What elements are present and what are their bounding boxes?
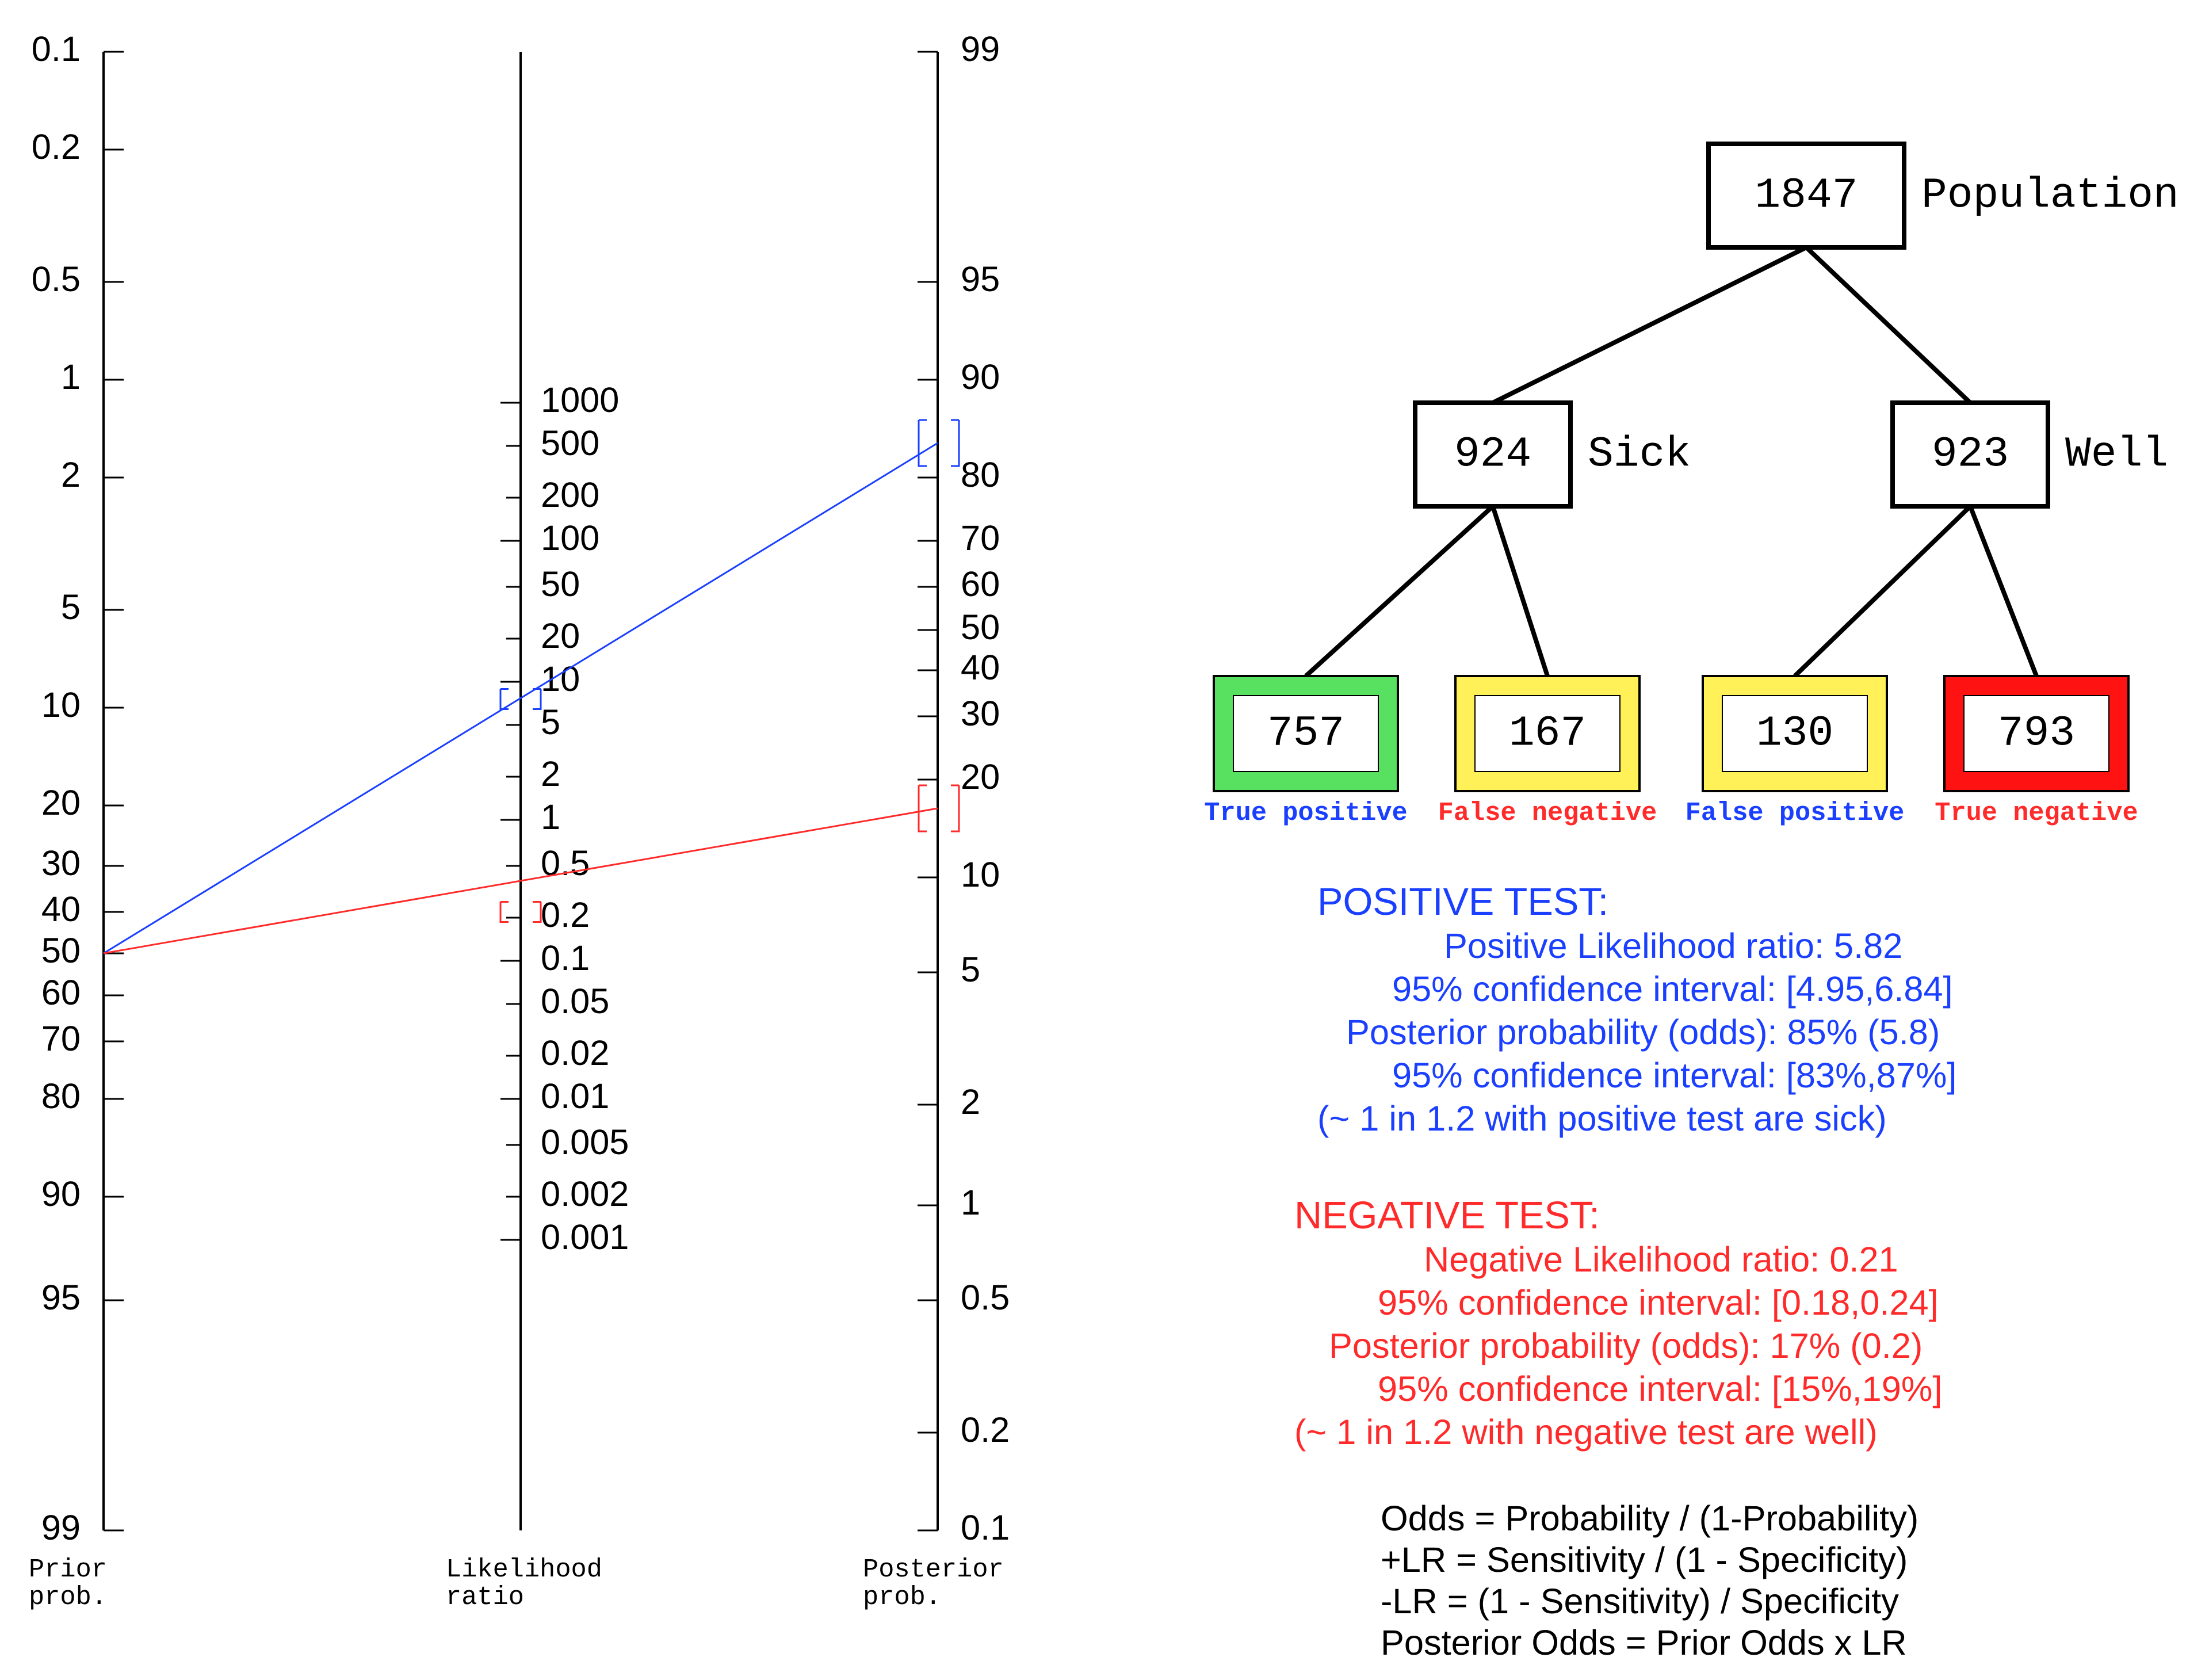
axis-tick-label: 2 [961, 1082, 980, 1121]
axis-tick-label: 5 [61, 587, 81, 627]
stats-line: 95% confidence interval: [4.95,6.84] [1392, 969, 1953, 1009]
tree-leaf-label: True negative [1935, 798, 2138, 828]
axis-tick-label: 2 [541, 754, 560, 793]
axis-tick-label: 50 [961, 607, 1000, 647]
axis-tick-label: 20 [541, 616, 580, 655]
axis-tick-label: 0.1 [32, 29, 81, 68]
tree-leaf-value: 130 [1756, 710, 1833, 758]
stats-line: Negative Likelihood ratio: 0.21 [1424, 1239, 1898, 1279]
axis-tick-label: 20 [41, 782, 81, 822]
axis-tick-label: 30 [961, 693, 1000, 733]
tree-leaf-label: False negative [1438, 798, 1657, 828]
axis-title: prob. [863, 1582, 941, 1612]
axis-tick-label: 20 [961, 757, 1000, 796]
axis-tick-label: 80 [41, 1076, 81, 1116]
axis-title: ratio [446, 1582, 524, 1612]
axis-tick-label: 0.001 [541, 1217, 629, 1257]
formula-line: -LR = (1 - Sensitivity) / Specificity [1381, 1581, 1899, 1621]
tree-node-label: Well [2065, 431, 2168, 479]
stats-line: 95% confidence interval: [15%,19%] [1378, 1369, 1942, 1408]
axis-tick-label: 0.2 [961, 1410, 1010, 1449]
stats-line: Positive Likelihood ratio: 5.82 [1444, 926, 1902, 965]
axis-tick-label: 1 [961, 1182, 980, 1222]
axis-tick-label: 80 [961, 455, 1000, 494]
tree-node-value: 923 [1932, 431, 2009, 479]
tree-node-value: 1847 [1755, 172, 1858, 220]
tree-node-label: Population [1921, 172, 2179, 220]
axis-tick-label: 70 [961, 518, 1000, 558]
axis-tick-label: 0.1 [961, 1507, 1010, 1547]
axis-tick-label: 5 [541, 702, 560, 742]
axis-tick-label: 10 [961, 854, 1000, 894]
axis-title: Likelihood [446, 1555, 602, 1584]
axis-tick-label: 0.2 [541, 895, 590, 934]
axis-tick-label: 100 [541, 518, 599, 558]
stats-line: Posterior probability (odds): 17% (0.2) [1329, 1326, 1923, 1365]
axis-tick-label: 0.005 [541, 1122, 629, 1162]
stats-line: (~ 1 in 1.2 with negative test are well) [1294, 1412, 1878, 1452]
axis-tick-label: 2 [61, 455, 81, 494]
axis-tick-label: 5 [961, 949, 980, 989]
axis-tick-label: 1 [541, 797, 560, 837]
tree-node-value: 924 [1454, 431, 1531, 479]
figure-root: 0.10.20.51251020304050607080909599100050… [0, 0, 2209, 1680]
axis-tick-label: 0.02 [541, 1033, 609, 1072]
axis-tick-label: 0.01 [541, 1076, 609, 1116]
axis-title: Posterior [863, 1555, 1004, 1584]
axis-tick-label: 95 [41, 1277, 81, 1317]
axis-tick-label: 70 [41, 1018, 81, 1058]
tree-leaf-value: 757 [1267, 710, 1344, 758]
axis-tick-label: 40 [961, 647, 1000, 687]
axis-tick-label: 500 [541, 423, 599, 463]
axis-tick-label: 0.05 [541, 981, 609, 1021]
axis-tick-label: 0.2 [32, 127, 81, 166]
axis-tick-label: 0.5 [961, 1277, 1010, 1317]
formula-line: Odds = Probability / (1-Probability) [1381, 1498, 1918, 1538]
stats-header: POSITIVE TEST: [1317, 881, 1608, 923]
axis-tick-label: 60 [961, 564, 1000, 604]
stats-line: 95% confidence interval: [83%,87%] [1392, 1055, 1956, 1095]
axis-tick-label: 99 [41, 1507, 81, 1547]
axis-tick-label: 30 [41, 843, 81, 883]
axis-tick-label: 40 [41, 889, 81, 929]
axis-tick-label: 99 [961, 29, 1000, 68]
tree-leaf-value: 167 [1509, 710, 1586, 758]
axis-tick-label: 90 [41, 1174, 81, 1213]
axis-tick-label: 90 [961, 357, 1000, 396]
axis-title: Prior [29, 1555, 107, 1584]
axis-tick-label: 0.002 [541, 1174, 629, 1213]
tree-node-label: Sick [1588, 431, 1691, 479]
axis-tick-label: 200 [541, 475, 599, 514]
axis-tick-label: 50 [41, 930, 81, 970]
axis-tick-label: 1000 [541, 380, 619, 419]
axis-tick-label: 60 [41, 972, 81, 1012]
axis-title: prob. [29, 1582, 107, 1612]
axis-tick-label: 0.5 [32, 259, 81, 299]
stats-line: (~ 1 in 1.2 with positive test are sick) [1317, 1098, 1887, 1138]
formula-line: Posterior Odds = Prior Odds x LR [1381, 1622, 1907, 1662]
tree-leaf-label: False positive [1686, 798, 1905, 828]
tree-leaf-label: True positive [1204, 798, 1408, 828]
tree-leaf-value: 793 [1998, 710, 2075, 758]
stats-line: Posterior probability (odds): 85% (5.8) [1346, 1012, 1940, 1052]
axis-tick-label: 50 [541, 564, 580, 604]
formula-line: +LR = Sensitivity / (1 - Specificity) [1381, 1540, 1908, 1579]
axis-tick-label: 10 [41, 685, 81, 724]
axis-tick-label: 1 [61, 357, 81, 396]
stats-header: NEGATIVE TEST: [1294, 1194, 1600, 1237]
axis-tick-label: 95 [961, 259, 1000, 299]
stats-line: 95% confidence interval: [0.18,0.24] [1378, 1282, 1939, 1322]
axis-tick-label: 0.1 [541, 938, 590, 978]
